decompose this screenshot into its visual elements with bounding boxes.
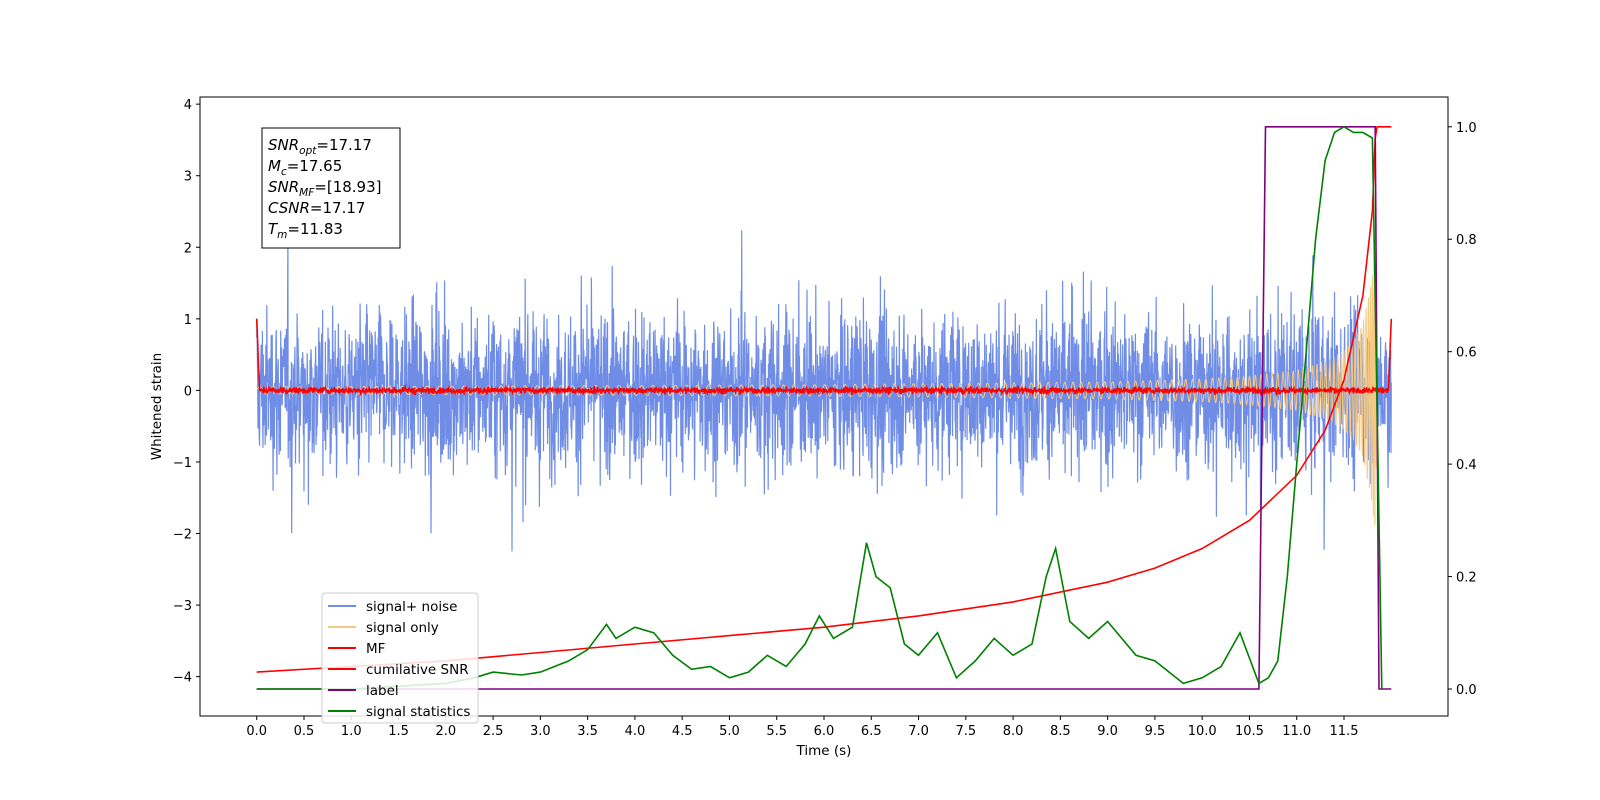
y2-tick-label: 0.2: [1456, 571, 1477, 586]
x-tick-label: 0.5: [294, 724, 315, 739]
x-tick-label: 0.0: [246, 724, 267, 739]
y-tick-label: 2: [184, 241, 192, 256]
x-tick-label: 3.0: [530, 724, 551, 739]
x-axis-label: Time (s): [796, 743, 852, 759]
legend-cumulative-snr: cumilative SNR: [366, 662, 469, 678]
x-tick-label: 10.5: [1235, 724, 1264, 739]
x-tick-label: 8.0: [1003, 724, 1024, 739]
x-tick-label: 8.5: [1050, 724, 1071, 739]
y-tick-label: 1: [184, 313, 192, 328]
y-tick-label: −2: [173, 528, 192, 543]
legend-signal-noise: signal+ noise: [366, 599, 457, 615]
legend-signal-statistics: signal statistics: [366, 704, 470, 720]
y-axis-label: Whitened strain: [149, 353, 165, 460]
stats-box: SNRopt=17.17Mc=17.65SNRMF=[18.93]CSNR=17…: [261, 127, 401, 249]
stat-snr-mf: SNRMF=[18.93]: [268, 178, 382, 199]
x-tick-label: 9.0: [1097, 724, 1118, 739]
y2-tick-label: 0.4: [1456, 458, 1477, 473]
series-cumulative-snr: [256, 126, 1392, 673]
x-tick-label: 5.5: [766, 724, 787, 739]
x-tick-label: 2.0: [435, 724, 456, 739]
x-tick-label: 2.5: [483, 724, 504, 739]
legend-label: label: [366, 683, 399, 699]
y-tick-label: −3: [173, 599, 192, 614]
series-signal-noise: [256, 230, 1392, 552]
x-tick-label: 6.5: [861, 724, 882, 739]
x-tick-label: 4.0: [625, 724, 646, 739]
legend-signal-only: signal only: [366, 620, 439, 636]
x-tick-label: 7.5: [955, 724, 976, 739]
x-tick-label: 5.0: [719, 724, 740, 739]
legend-frame: [321, 592, 479, 724]
x-tick-label: 1.0: [341, 724, 362, 739]
x-tick-label: 4.5: [672, 724, 693, 739]
series-signal-statistics: [256, 125, 1383, 690]
x-tick-label: 1.5: [388, 724, 409, 739]
y2-axis-ticks: 1.0 0.8 0.6 0.4 0.2 0.0: [1448, 121, 1477, 698]
series-mf: [255, 318, 1393, 397]
y-tick-label: 4: [184, 98, 192, 113]
legend-mf: MF: [366, 641, 385, 657]
y-tick-label: −4: [173, 671, 192, 686]
y2-tick-label: 0.0: [1456, 683, 1477, 698]
stats-box-frame: [261, 127, 401, 249]
x-tick-label: 11.0: [1282, 724, 1311, 739]
x-tick-label: 7.0: [908, 724, 929, 739]
x-tick-label: 6.0: [814, 724, 835, 739]
x-tick-label: 11.5: [1330, 724, 1359, 739]
stat-snr-opt: SNRopt=17.17: [268, 136, 372, 157]
y-tick-label: −1: [173, 456, 192, 471]
x-axis-ticks: 0.0 0.5 1.0 1.5 2.0 2.5 3.0 3.5 4.0 4.5 5.0 5.5 6.0 6…: [246, 716, 1358, 739]
series-layer: [255, 125, 1393, 690]
x-tick-label: 10.0: [1188, 724, 1217, 739]
y2-tick-label: 1.0: [1456, 121, 1477, 136]
x-tick-label: 9.5: [1145, 724, 1166, 739]
x-tick-label: 3.5: [577, 724, 598, 739]
y2-tick-label: 0.6: [1456, 346, 1477, 361]
y2-tick-label: 0.8: [1456, 233, 1477, 248]
stat-tm: Tm=11.83: [268, 220, 343, 241]
y-tick-label: 0: [184, 384, 192, 399]
stat-csnr: CSNR=17.17: [268, 199, 365, 217]
y-tick-label: 3: [184, 170, 192, 185]
stat-mc: Mc=17.65: [268, 157, 342, 178]
legend: signal+ noise signal only MF cumilative SNR…: [321, 592, 479, 724]
y-axis-ticks: 4 3 2 1 0 −1 −2 −3 −4: [173, 98, 200, 686]
